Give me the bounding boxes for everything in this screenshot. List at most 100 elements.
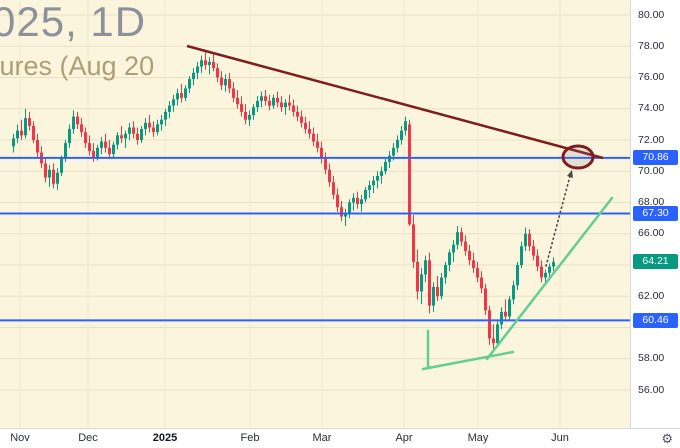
price-axis-label: 78.00 <box>638 39 665 52</box>
gear-icon[interactable]: ⚙ <box>661 431 673 446</box>
candle-body <box>284 102 287 108</box>
candlestick-series <box>12 52 555 350</box>
candle-body <box>236 97 239 105</box>
candle-body <box>424 260 427 275</box>
price-axis-label: 72.00 <box>638 133 665 146</box>
candle-body <box>12 138 15 147</box>
candle-body <box>404 121 407 131</box>
candle-body <box>192 72 195 80</box>
candle-body <box>276 97 279 103</box>
candle-body <box>384 161 387 172</box>
candle-body <box>260 96 263 101</box>
candle-body <box>92 150 95 158</box>
candle-body <box>164 111 167 120</box>
candle-body <box>240 104 243 112</box>
candle-body <box>152 127 155 133</box>
candle-body <box>452 244 455 253</box>
projection-arrowhead <box>567 170 573 178</box>
candle-body <box>380 171 383 176</box>
candle-body <box>416 261 419 292</box>
candle-body <box>160 119 163 125</box>
candle-body <box>372 180 375 186</box>
candle-body <box>28 118 31 126</box>
candle-body <box>60 158 63 173</box>
candle-body <box>500 311 503 325</box>
candle-body <box>116 135 119 145</box>
candle-body <box>292 105 295 112</box>
candle-body <box>392 147 395 156</box>
candle-body <box>420 274 423 292</box>
candle-body <box>344 213 347 217</box>
candle-body <box>428 260 431 306</box>
candle-body <box>132 127 135 134</box>
candle-body <box>172 99 175 106</box>
candle-body <box>216 68 219 78</box>
ascending-trendline[interactable] <box>421 350 515 371</box>
price-axis-label: 58.00 <box>638 352 665 365</box>
candle-body <box>280 102 283 108</box>
candle-body <box>232 88 235 98</box>
candle-body <box>200 60 203 67</box>
candle-body <box>540 266 543 278</box>
candle-body <box>180 93 183 98</box>
candle-body <box>44 163 47 178</box>
level-price-badge: 70.86 <box>633 150 678 166</box>
time-axis-label: Mar <box>312 432 332 444</box>
candle-body <box>272 97 275 106</box>
level-price-badge: 67.30 <box>633 205 678 221</box>
ascending-trendline[interactable] <box>485 196 614 361</box>
candle-body <box>76 116 79 125</box>
candle-body <box>520 246 523 265</box>
candle-body <box>140 129 143 140</box>
time-axis[interactable]: ⚙ Nov Dec 2025 Feb Mar Apr May Jun <box>0 428 680 448</box>
candle-body <box>168 105 171 112</box>
candle-body <box>324 158 327 170</box>
projection-arrow[interactable] <box>545 175 571 267</box>
candle-body <box>196 66 199 73</box>
candle-body <box>316 141 319 148</box>
candle-body <box>320 147 323 159</box>
candle-body <box>484 288 487 311</box>
candle-body <box>264 96 267 101</box>
chart-canvas[interactable] <box>0 0 630 428</box>
candle-body <box>224 79 227 86</box>
target-circle[interactable] <box>561 144 595 170</box>
candle-body <box>64 143 67 159</box>
price-axis[interactable]: 80.00 78.00 76.00 74.00 72.00 70.00 68.00 66.00… <box>630 0 680 428</box>
candle-body <box>548 266 551 273</box>
price-axis-label: 66.00 <box>638 227 665 240</box>
candle-body <box>512 285 515 300</box>
candle-body <box>472 260 475 269</box>
time-axis-label: Apr <box>395 432 413 444</box>
candle-body <box>188 79 191 89</box>
candle-body <box>268 100 271 106</box>
candle-body <box>480 277 483 289</box>
candle-body <box>156 124 159 133</box>
candle-body <box>300 116 303 123</box>
candle-body <box>256 100 259 108</box>
candle-body <box>528 233 531 247</box>
chart-pane[interactable]: 025, 1D tures (Aug 20 <box>0 0 630 428</box>
candle-body <box>288 102 291 106</box>
descending-trendline[interactable] <box>186 44 604 160</box>
candle-body <box>508 299 511 317</box>
price-axis-label: 74.00 <box>638 102 665 115</box>
time-axis-label: 2025 <box>152 432 178 444</box>
price-axis-label: 76.00 <box>638 71 665 83</box>
candle-body <box>36 140 39 153</box>
candle-body <box>296 111 299 117</box>
candle-body <box>312 133 315 142</box>
candle-body <box>448 252 451 265</box>
candle-body <box>400 130 403 140</box>
last-price-badge: 64.21 <box>633 254 678 270</box>
candle-body <box>184 88 187 98</box>
candle-body <box>544 272 547 278</box>
candle-body <box>20 130 23 136</box>
candle-body <box>112 144 115 155</box>
candle-body <box>488 310 491 339</box>
candle-body <box>16 130 19 139</box>
candle-body <box>468 250 471 261</box>
candle-body <box>408 124 411 225</box>
candle-body <box>56 172 59 184</box>
candle-body <box>148 122 151 128</box>
